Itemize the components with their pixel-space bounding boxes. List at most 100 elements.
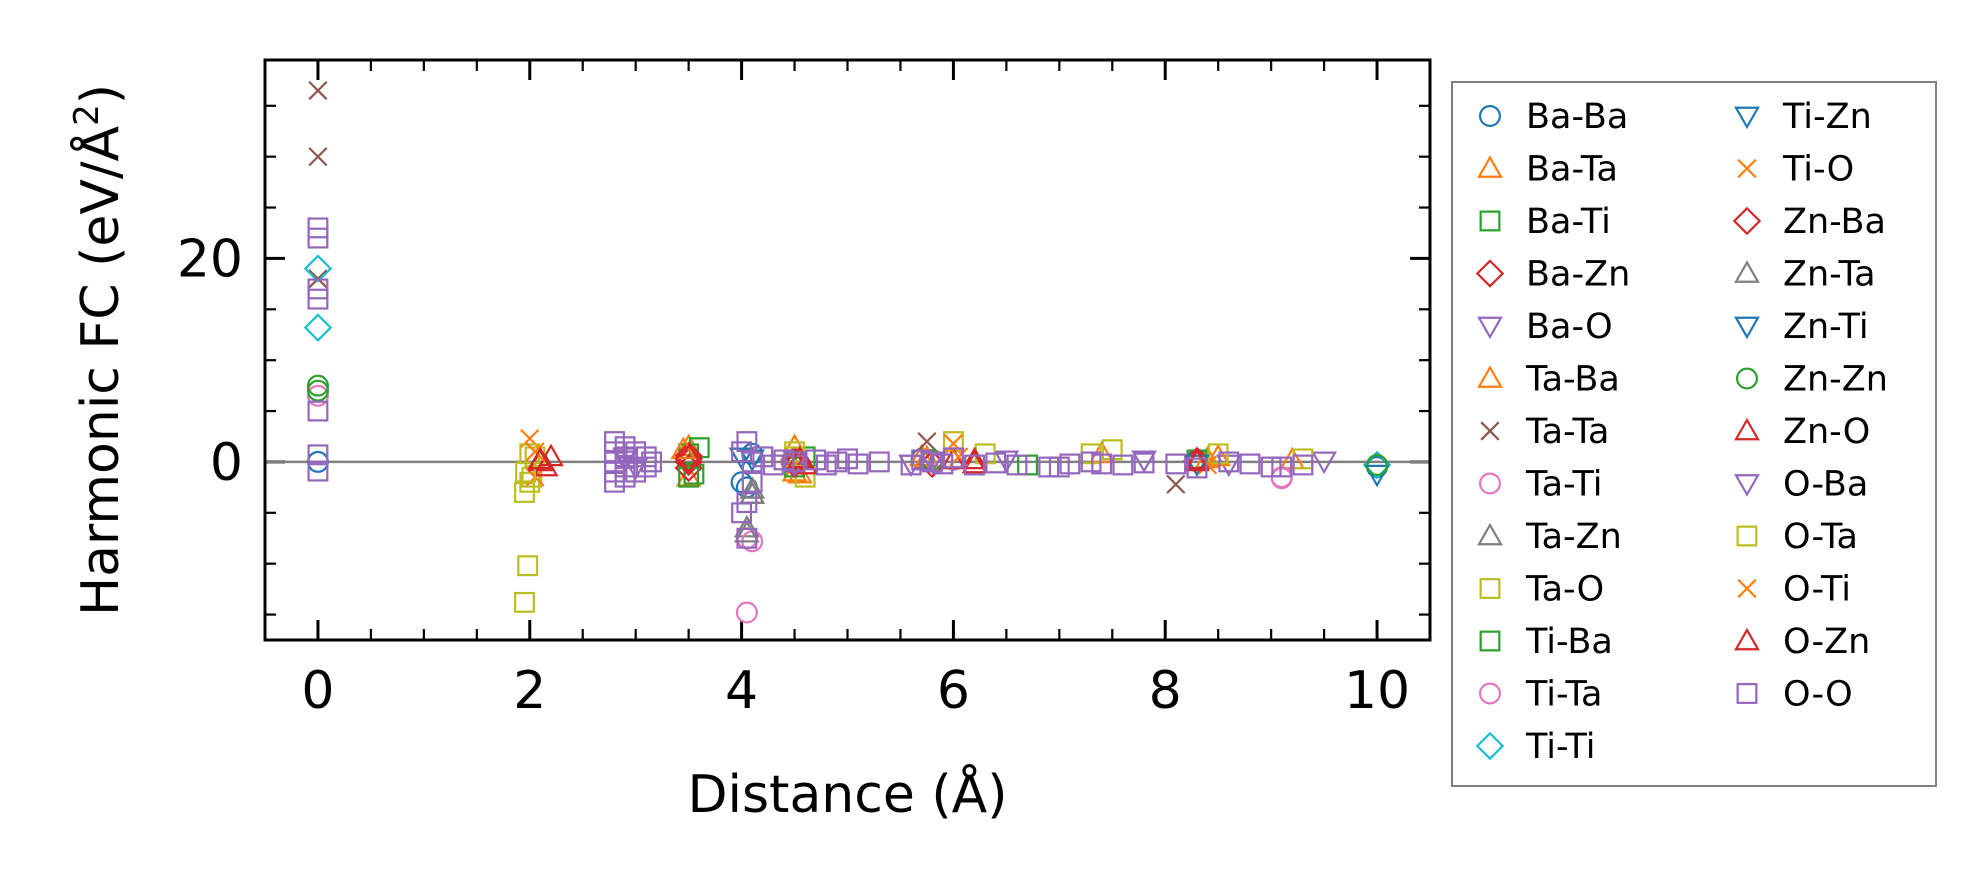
legend-entry-ba-ta: Ba-Ta — [1477, 150, 1618, 190]
legend-entry-zn-zn: Zn-Zn — [1735, 360, 1888, 400]
point-ba-ti — [1017, 454, 1038, 476]
y-axis-title: Harmonic FC (eV/Å2) — [67, 84, 131, 616]
point-ta-ti — [306, 384, 329, 407]
legend-entry-zn-ta: Zn-Ta — [1734, 255, 1876, 295]
legend-label: Ti-Ba — [1525, 622, 1613, 662]
point-ta-ta-stroke — [308, 147, 328, 167]
point-ta-ba — [670, 436, 697, 460]
point-ta-ta-stroke — [308, 80, 328, 101]
legend-label: Zn-Ba — [1783, 202, 1886, 242]
series-ti-zn — [728, 447, 1390, 488]
data-points — [303, 80, 1392, 624]
legend-label: Ba-Ba — [1526, 97, 1628, 137]
legend-marker-stroke — [1737, 578, 1757, 599]
point-o-o — [641, 451, 663, 473]
point-ti-ba — [678, 466, 700, 488]
point-zn-o — [792, 451, 819, 475]
point-ta-zn — [733, 514, 760, 538]
y-tick-label: 0 — [210, 433, 243, 493]
point-zn-ba — [674, 444, 703, 474]
legend-entry-o-o: O-O — [1736, 675, 1853, 715]
point-ta-ta-stroke — [917, 432, 937, 452]
x-tick-label: 6 — [937, 661, 970, 721]
y-axis-title-close: ) — [71, 84, 131, 104]
legend-label: Ti-Ti — [1525, 727, 1595, 767]
legend-entry-zn-o: Zn-O — [1734, 412, 1870, 452]
legend-marker — [1479, 630, 1501, 652]
point-ba-o — [993, 450, 1020, 474]
point-o-o — [1292, 454, 1314, 476]
point-ba-o — [1131, 450, 1157, 474]
point-ti-zn — [1364, 464, 1390, 488]
x-tick-label: 4 — [725, 661, 758, 721]
legend-marker — [1479, 578, 1501, 599]
point-ti-zn — [1184, 454, 1210, 478]
point-o-o — [1038, 456, 1060, 478]
legend-entry-o-ba: O-Ba — [1734, 465, 1868, 505]
legend-entry-ba-o: Ba-O — [1477, 307, 1613, 347]
point-o-o — [307, 400, 329, 422]
legend-entry-ta-ba: Ta-Ba — [1477, 360, 1620, 400]
legend-entry-ba-zn: Ba-Zn — [1475, 255, 1630, 295]
point-ba-o — [1311, 451, 1337, 475]
series-o-o — [307, 217, 1314, 549]
point-o-o — [964, 454, 986, 476]
point-ta-o — [1101, 439, 1123, 461]
legend-entry-o-ta: O-Ta — [1736, 517, 1858, 557]
legend: Ba-Ba Ba-Ta Ba-Ti Ba-Zn Ba-O Ta-Ba Ta-Ta Ta-Ti T… — [1451, 81, 1937, 787]
point-o-o — [307, 288, 329, 310]
legend-entry-ti-ba: Ti-Ba — [1479, 622, 1613, 662]
point-o-ti-stroke — [525, 442, 545, 462]
legend-label: Zn-Ti — [1783, 307, 1869, 347]
legend-entries: Ba-Ba Ba-Ta Ba-Ti Ba-Zn Ba-O Ta-Ba Ta-Ta Ta-Ti T… — [1475, 97, 1888, 767]
legend-marker — [1736, 683, 1758, 704]
point-ti-ta — [1270, 467, 1293, 490]
legend-marker — [1734, 316, 1760, 340]
legend-label: Ti-Ta — [1525, 675, 1602, 715]
point-o-zn — [527, 446, 554, 470]
point-o-o — [1260, 456, 1282, 478]
legend-marker — [1737, 158, 1757, 179]
legend-marker — [1732, 206, 1762, 236]
legend-label: Ba-Ta — [1526, 150, 1618, 190]
axis-ticks — [263, 60, 1432, 640]
legend-marker-stroke — [1480, 421, 1500, 441]
point-ti-zn — [728, 447, 755, 471]
point-ta-ba — [1205, 443, 1232, 467]
legend-label: Ba-Ti — [1526, 202, 1611, 242]
point-ta-zn — [739, 476, 766, 499]
point-zn-o — [961, 450, 988, 474]
legend-entry-ta-o: Ta-O — [1479, 570, 1604, 610]
legend-label: Ti-O — [1782, 150, 1854, 190]
point-o-o — [741, 471, 763, 493]
series-ti-ta — [741, 467, 1293, 553]
legend-entry-ti-ta: Ti-Ta — [1478, 675, 1602, 715]
point-ta-ta-stroke — [1166, 474, 1186, 494]
point-ta-ta — [1166, 474, 1186, 494]
point-o-o — [614, 466, 636, 488]
point-o-o — [307, 227, 329, 249]
point-o-o — [1091, 453, 1113, 475]
legend-entry-o-zn: O-Zn — [1734, 622, 1870, 662]
point-o-zn — [961, 446, 988, 470]
point-o-zn — [1184, 448, 1210, 472]
point-o-ta — [519, 443, 541, 465]
point-zn-zn — [306, 374, 329, 397]
point-o-ti — [525, 442, 545, 462]
legend-entry-ba-ti: Ba-Ti — [1479, 202, 1611, 242]
legend-marker — [1478, 104, 1501, 127]
point-o-o — [1218, 451, 1240, 473]
point-ta-ta — [308, 80, 328, 101]
legend-label: Ba-Zn — [1526, 255, 1630, 295]
legend-frame — [1451, 81, 1937, 787]
legend-label: O-O — [1783, 675, 1853, 715]
legend-label: Ta-Ba — [1525, 360, 1620, 400]
legend-marker — [1477, 155, 1503, 178]
point-o-o — [868, 451, 890, 473]
legend-entry-zn-ti: Zn-Ti — [1734, 307, 1869, 347]
point-o-o — [1271, 456, 1293, 478]
point-o-o — [1112, 454, 1134, 476]
legend-label: Ta-Ti — [1525, 465, 1602, 505]
legend-label: Zn-Zn — [1783, 360, 1888, 400]
point-zn-zn — [306, 379, 329, 402]
